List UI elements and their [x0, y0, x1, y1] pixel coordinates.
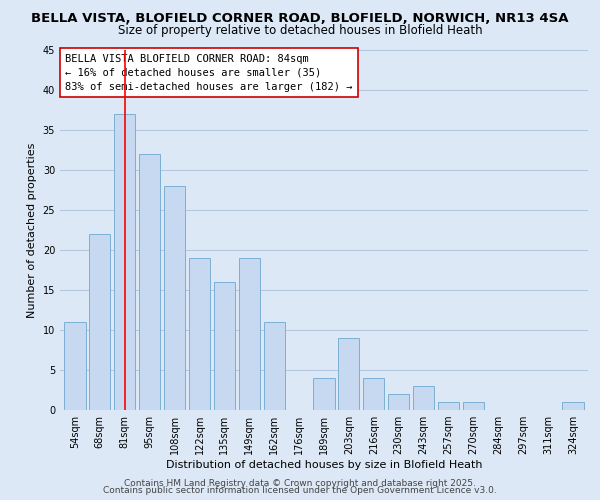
Bar [338, 338, 359, 410]
Bar [463, 402, 484, 410]
Text: Contains HM Land Registry data © Crown copyright and database right 2025.: Contains HM Land Registry data © Crown c… [124, 478, 476, 488]
Bar [388, 394, 409, 410]
Bar [263, 322, 285, 410]
X-axis label: Distribution of detached houses by size in Blofield Heath: Distribution of detached houses by size … [166, 460, 482, 470]
Y-axis label: Number of detached properties: Number of detached properties [27, 142, 37, 318]
Bar [114, 114, 136, 410]
Text: Size of property relative to detached houses in Blofield Heath: Size of property relative to detached ho… [118, 24, 482, 37]
Text: BELLA VISTA, BLOFIELD CORNER ROAD, BLOFIELD, NORWICH, NR13 4SA: BELLA VISTA, BLOFIELD CORNER ROAD, BLOFI… [31, 12, 569, 26]
Bar [363, 378, 385, 410]
Bar [313, 378, 335, 410]
Bar [562, 402, 584, 410]
Text: BELLA VISTA BLOFIELD CORNER ROAD: 84sqm
← 16% of detached houses are smaller (35: BELLA VISTA BLOFIELD CORNER ROAD: 84sqm … [65, 54, 353, 92]
Text: Contains public sector information licensed under the Open Government Licence v3: Contains public sector information licen… [103, 486, 497, 495]
Bar [214, 282, 235, 410]
Bar [89, 234, 110, 410]
Bar [413, 386, 434, 410]
Bar [189, 258, 210, 410]
Bar [239, 258, 260, 410]
Bar [438, 402, 459, 410]
Bar [64, 322, 86, 410]
Bar [139, 154, 160, 410]
Bar [164, 186, 185, 410]
